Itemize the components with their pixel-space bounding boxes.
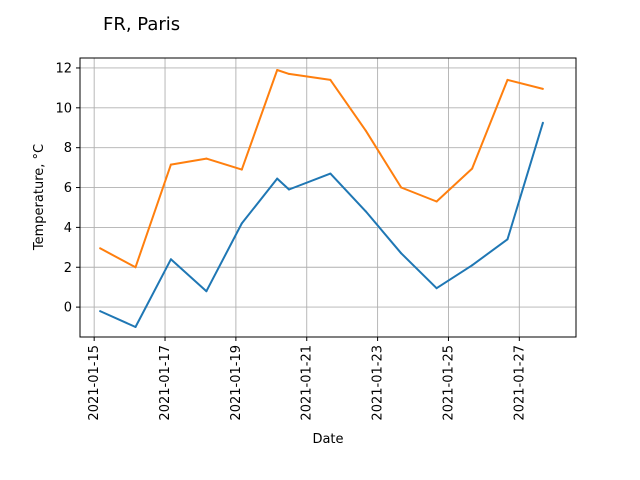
data-point [541, 87, 544, 90]
y-tick-label: 0 [64, 301, 72, 316]
y-axis-label: Temperature, °C [32, 144, 47, 251]
data-point [364, 210, 367, 213]
data-point [134, 266, 137, 269]
data-point [364, 129, 367, 132]
data-point [400, 186, 403, 189]
data-point [99, 310, 102, 313]
data-point [99, 247, 102, 250]
data-point [288, 72, 290, 75]
x-tick-label: 2021-01-27 [512, 345, 527, 421]
data-point [134, 326, 137, 328]
plot-frame [79, 57, 577, 338]
data-point [435, 287, 438, 290]
data-point [506, 78, 509, 81]
data-point [240, 222, 243, 225]
x-tick-label: 2021-01-19 [229, 345, 244, 421]
y-tick-label: 10 [55, 101, 72, 116]
data-point [288, 188, 290, 191]
data-point [276, 177, 279, 180]
data-point [435, 200, 438, 203]
y-tick-label: 8 [64, 141, 72, 156]
y-tick-label: 4 [64, 221, 72, 236]
x-tick-label: 2021-01-25 [441, 345, 456, 421]
data-point [205, 157, 208, 160]
data-point [541, 121, 544, 124]
y-tick-label: 6 [64, 181, 72, 196]
data-point [329, 78, 332, 81]
y-axis: 0 2 4 6 8 10 12 [55, 61, 80, 316]
data-point [329, 172, 332, 175]
data-point [400, 252, 403, 255]
x-axis: 2021-01-15 2021-01-17 2021-01-19 2021-01-21… [87, 337, 527, 421]
series-line-2 [99, 69, 544, 269]
data-point [240, 168, 243, 171]
y-tick-label: 12 [55, 61, 72, 76]
y-tick-label: 2 [64, 261, 72, 276]
grid [80, 58, 576, 337]
data-point [205, 290, 208, 293]
series-lines [99, 69, 544, 328]
x-tick-label: 2021-01-15 [87, 345, 102, 421]
data-point [169, 163, 172, 166]
x-tick-label: 2021-01-17 [158, 345, 173, 421]
series-line-1 [99, 122, 544, 328]
data-point [471, 167, 474, 170]
data-point [276, 69, 279, 71]
data-point [169, 258, 172, 261]
data-point [506, 238, 509, 241]
data-point [471, 264, 474, 267]
x-tick-label: 2021-01-23 [371, 345, 386, 421]
x-axis-label: Date [312, 432, 343, 447]
chart-title: FR, Paris [103, 14, 180, 35]
x-tick-label: 2021-01-21 [300, 345, 315, 421]
